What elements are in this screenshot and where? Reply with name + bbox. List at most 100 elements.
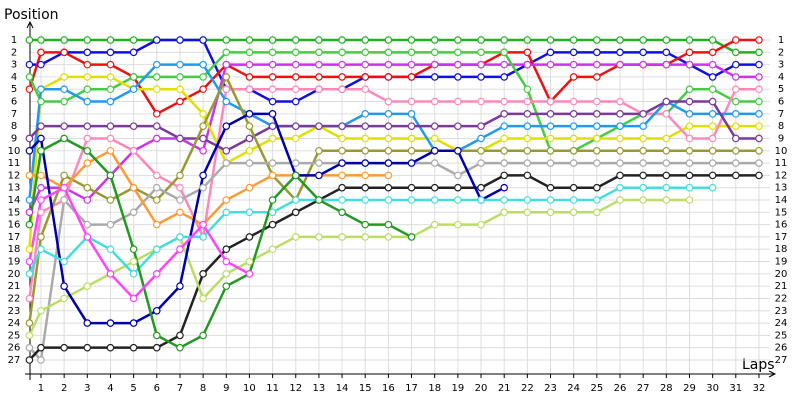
marker (731, 73, 740, 81)
marker (477, 159, 485, 167)
marker (731, 122, 740, 130)
x-tick-label: 28 (660, 383, 673, 394)
marker (407, 36, 416, 44)
marker (708, 159, 717, 167)
marker (639, 171, 647, 180)
series-line (28, 137, 413, 350)
marker (268, 122, 277, 130)
x-tick-label: 20 (475, 383, 488, 394)
marker (129, 48, 138, 57)
marker (152, 36, 161, 44)
y-tick-label-right: 7 (778, 109, 784, 120)
marker (523, 122, 532, 130)
y-tick-label: 14 (8, 195, 21, 206)
marker (338, 36, 346, 44)
marker (523, 97, 532, 106)
marker (407, 146, 416, 155)
marker (593, 146, 601, 155)
marker (593, 183, 601, 192)
marker (222, 245, 231, 254)
marker (315, 73, 323, 81)
marker (616, 97, 624, 106)
y-tick-label-right: 25 (775, 330, 788, 341)
marker (106, 220, 115, 229)
marker (199, 183, 207, 192)
marker (83, 60, 92, 69)
marker (477, 134, 485, 143)
marker (593, 122, 601, 130)
marker (546, 134, 555, 143)
marker (384, 159, 393, 167)
x-tick-label: 19 (452, 383, 465, 394)
marker (685, 48, 694, 57)
marker (361, 171, 370, 180)
marker (315, 233, 323, 241)
marker (37, 171, 45, 180)
marker (708, 134, 717, 143)
marker (199, 73, 207, 81)
marker (176, 233, 184, 241)
marker (291, 159, 300, 167)
marker (199, 270, 207, 278)
marker (37, 97, 45, 106)
marker (454, 171, 462, 180)
marker (616, 48, 624, 57)
marker (361, 233, 370, 241)
marker (569, 146, 578, 155)
marker (315, 36, 323, 44)
plot (25, 36, 763, 364)
marker (222, 73, 231, 81)
marker (731, 48, 740, 57)
marker (152, 134, 161, 143)
marker (662, 134, 671, 143)
marker (616, 159, 624, 167)
marker (37, 245, 45, 254)
marker (268, 171, 277, 180)
marker (129, 257, 138, 266)
marker (152, 270, 161, 278)
marker (616, 36, 624, 44)
series-line (29, 38, 759, 103)
marker (83, 97, 92, 106)
y-tick-label: 22 (8, 293, 21, 304)
x-tick-label: 9 (223, 383, 229, 394)
marker (315, 48, 323, 57)
marker (106, 319, 115, 327)
marker (523, 208, 532, 217)
marker (129, 294, 138, 303)
marker (25, 245, 34, 254)
marker (685, 146, 694, 155)
marker (222, 122, 231, 130)
x-tick-label: 29 (683, 383, 696, 394)
marker (268, 159, 277, 167)
y-tick-label: 5 (11, 84, 17, 95)
marker (176, 134, 184, 143)
marker (60, 183, 68, 192)
marker (245, 183, 254, 192)
y-tick-label-right: 27 (775, 355, 788, 366)
x-tick-label: 26 (614, 383, 627, 394)
marker (593, 97, 601, 106)
marker (60, 97, 68, 106)
marker (176, 85, 184, 94)
y-tick-label-right: 8 (778, 121, 784, 132)
marker (708, 146, 717, 155)
marker (106, 60, 115, 69)
marker (361, 85, 370, 94)
y-tick-label: 9 (11, 133, 17, 144)
marker (500, 208, 508, 217)
y-tick-label-right: 11 (775, 158, 788, 169)
x-tick-label: 16 (382, 383, 395, 394)
y-tick-label: 25 (8, 330, 21, 341)
marker (685, 60, 694, 69)
marker (546, 208, 555, 217)
marker (500, 159, 508, 167)
marker (245, 73, 254, 81)
marker (37, 134, 45, 143)
x-tick-label: 18 (428, 383, 441, 394)
marker (129, 85, 138, 94)
marker (639, 36, 647, 44)
marker (291, 122, 300, 130)
y-tick-label-right: 4 (778, 72, 784, 83)
marker (129, 73, 138, 81)
